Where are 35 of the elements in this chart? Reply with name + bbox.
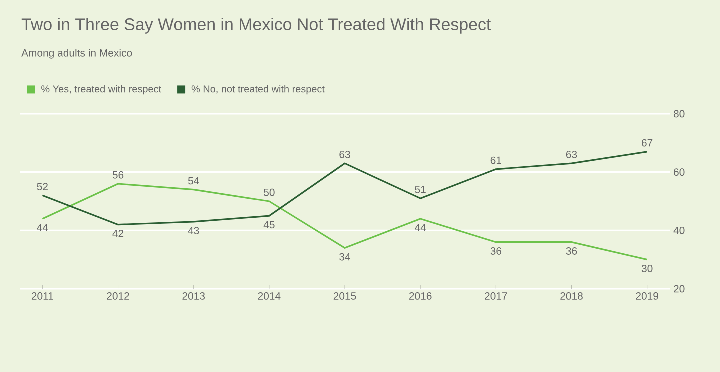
- data-label: 63: [340, 150, 350, 158]
- x-tick-label: 2019: [636, 292, 658, 300]
- data-label: 43: [188, 227, 200, 235]
- legend-label: % No, not treated with respect: [192, 85, 325, 95]
- data-label: 34: [340, 253, 350, 261]
- data-label: 36: [490, 248, 502, 255]
- x-tick-label: 2011: [32, 292, 54, 300]
- data-label: 63: [566, 150, 578, 158]
- data-label: 56: [112, 171, 124, 179]
- x-tick-label: 2013: [182, 292, 206, 300]
- data-label: 30: [642, 265, 653, 272]
- y-tick-label: 80: [674, 110, 685, 118]
- x-tick-label: 2017: [485, 292, 508, 300]
- x-tick-label: 2016: [409, 292, 432, 300]
- data-label: 61: [490, 156, 502, 164]
- data-label: 45: [264, 221, 275, 229]
- y-tick-label: 20: [674, 285, 685, 293]
- data-label: 54: [188, 177, 200, 185]
- data-label: 36: [566, 248, 578, 255]
- y-tick-label: 40: [674, 226, 685, 234]
- x-tick-label: 2018: [560, 292, 583, 300]
- chart-title: Two in Three Say Women in Mexico Not Treated With Respect: [22, 18, 492, 34]
- data-label: 51: [415, 186, 426, 194]
- data-label: 50: [264, 188, 275, 196]
- data-label: 52: [37, 183, 48, 190]
- legend-label: % Yes, treated with respect: [42, 85, 162, 95]
- x-tick-label: 2015: [334, 292, 356, 300]
- data-label: 44: [37, 224, 48, 232]
- data-label: 42: [112, 230, 124, 238]
- x-tick-label: 2014: [258, 292, 281, 300]
- y-tick-label: 60: [674, 168, 685, 176]
- chart-subtitle: Among adults in Mexico: [22, 49, 132, 59]
- data-label: 44: [415, 224, 426, 232]
- data-label: 67: [642, 139, 653, 147]
- x-tick-label: 2012: [107, 292, 130, 300]
